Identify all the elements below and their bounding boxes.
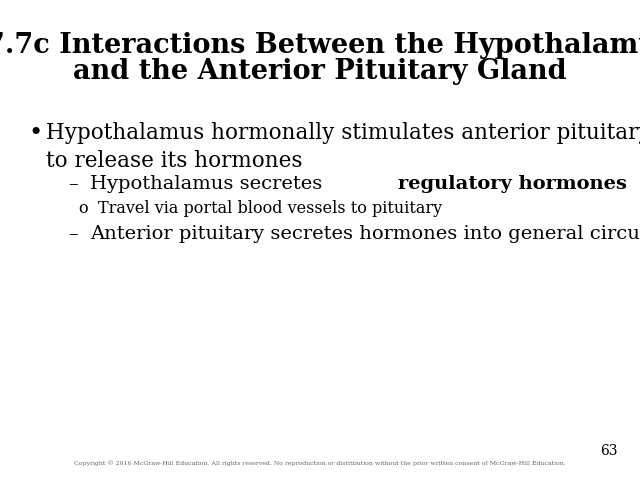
Text: and the Anterior Pituitary Gland: and the Anterior Pituitary Gland [73,58,567,85]
Text: regulatory hormones: regulatory hormones [397,175,627,193]
Text: Anterior pituitary secretes hormones into general circulation: Anterior pituitary secretes hormones int… [90,225,640,243]
Text: –: – [68,175,77,193]
Text: Copyright © 2016 McGraw-Hill Education. All rights reserved. No reproduction or : Copyright © 2016 McGraw-Hill Education. … [74,460,566,466]
Text: –: – [68,225,77,243]
Text: 17.7c Interactions Between the Hypothalamus: 17.7c Interactions Between the Hypothala… [0,32,640,59]
Text: o: o [78,200,88,217]
Text: Hypothalamus secretes: Hypothalamus secretes [90,175,328,193]
Text: 63: 63 [600,444,618,458]
Text: Hypothalamus hormonally stimulates anterior pituitary
to release its hormones: Hypothalamus hormonally stimulates anter… [46,122,640,172]
Text: Travel via portal blood vessels to pituitary: Travel via portal blood vessels to pitui… [98,200,442,217]
Text: •: • [28,122,42,145]
